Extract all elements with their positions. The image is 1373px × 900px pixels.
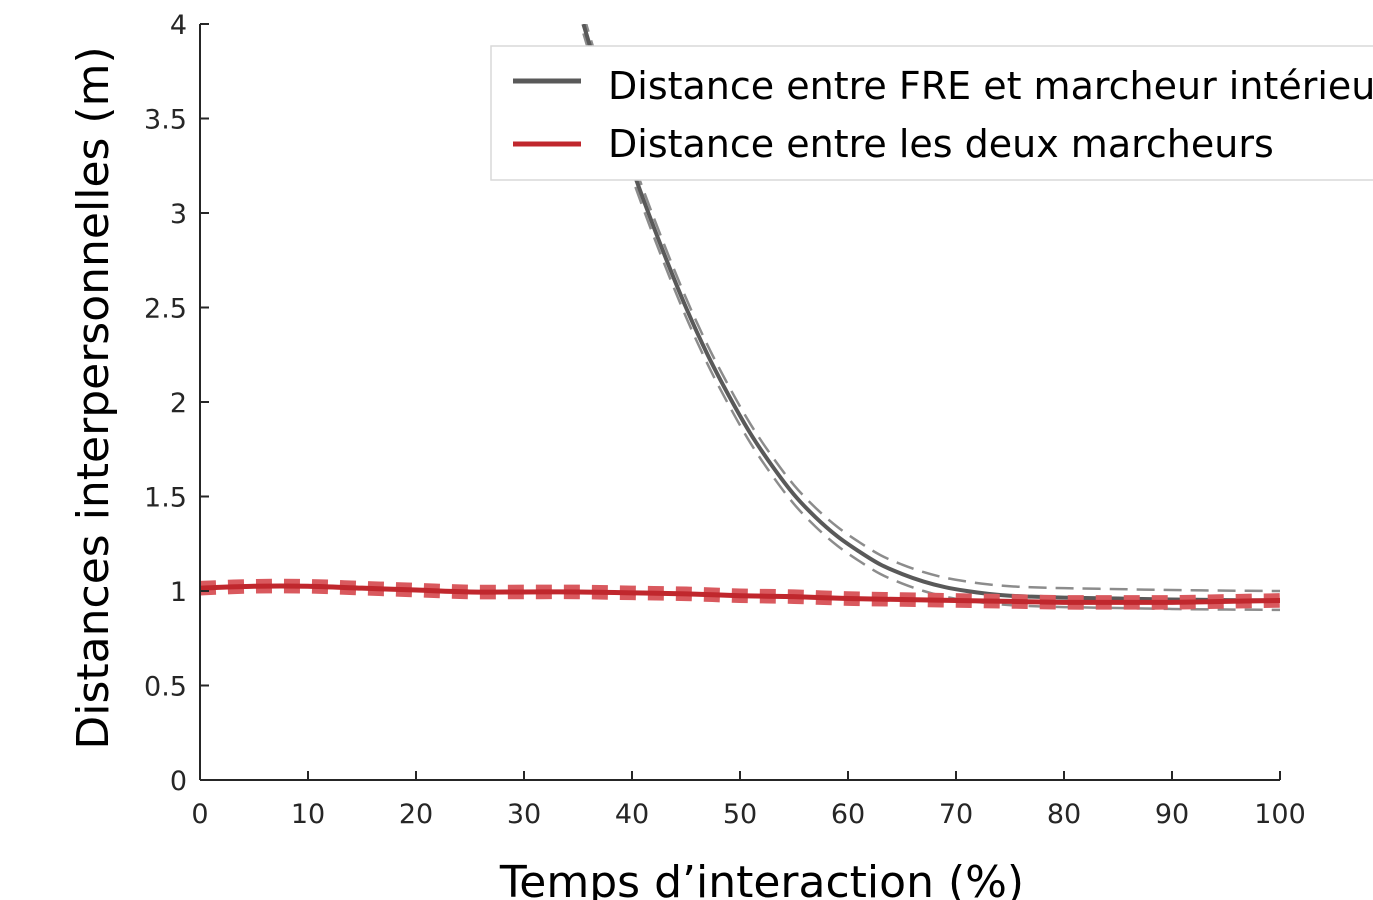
y-tick-label: 0.5 <box>144 672 187 703</box>
x-tick-label: 40 <box>615 799 649 830</box>
x-tick-label: 70 <box>939 799 973 830</box>
y-axis-title: Distances interpersonnelles (m) <box>68 46 119 749</box>
x-tick-label: 100 <box>1254 799 1306 830</box>
series-walkers-lower-band <box>200 586 1280 610</box>
x-axis-title: Temps d’interaction (%) <box>499 857 1024 900</box>
x-tick-label: 30 <box>507 799 541 830</box>
y-tick-label: 4 <box>170 10 187 41</box>
y-tick-label: 1 <box>170 577 187 608</box>
y-ticks: 0 0.5 1 1.5 2 2.5 3 3.5 4 <box>144 10 209 797</box>
y-tick-label: 3.5 <box>144 105 187 136</box>
series-walkers-upper-band <box>200 578 1280 603</box>
legend-label-fre: Distance entre FRE et marcheur intérieur <box>608 64 1373 108</box>
x-tick-label: 0 <box>191 799 208 830</box>
y-tick-label: 2.5 <box>144 294 187 325</box>
series-layer <box>200 24 1280 612</box>
y-tick-label: 1.5 <box>144 483 187 514</box>
series-walkers-line <box>200 583 1280 605</box>
series-fre-upper-band <box>584 24 1280 593</box>
legend-box <box>490 45 1373 181</box>
x-tick-label: 50 <box>723 799 757 830</box>
y-tick-label: 3 <box>170 199 187 230</box>
x-tick-label: 20 <box>399 799 433 830</box>
x-tick-label: 80 <box>1047 799 1081 830</box>
y-tick-label: 0 <box>170 766 187 797</box>
y-tick-label: 2 <box>170 388 187 419</box>
x-ticks: 0 10 20 30 40 50 60 70 80 90 100 <box>191 771 1306 830</box>
legend: Distance entre FRE et marcheur intérieur… <box>490 45 1373 181</box>
x-tick-label: 10 <box>291 799 325 830</box>
x-tick-label: 60 <box>831 799 865 830</box>
series-fre-lower-band <box>582 33 1280 612</box>
legend-label-walkers: Distance entre les deux marcheurs <box>608 122 1274 166</box>
x-tick-label: 90 <box>1155 799 1189 830</box>
